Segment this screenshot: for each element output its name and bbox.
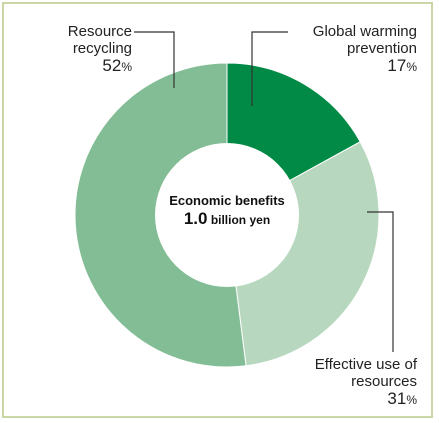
donut-hole [155, 143, 299, 287]
slice-percent: 52% [102, 56, 132, 75]
leader-line-resource-recycling [134, 31, 175, 88]
center-value-line: 1.0 billion yen [148, 209, 306, 230]
slice-label-global-warming: Global warming prevention 17% [291, 23, 417, 76]
slice-label-line1: Global warming [312, 23, 417, 40]
slice-label-line1: Resource [67, 23, 132, 40]
slice-label-effective-use: Effective use of resources 31% [270, 356, 417, 409]
slice-percent: 31% [387, 389, 417, 408]
leader-line-effective-use [367, 211, 394, 352]
slice-label-line1: Effective use of [314, 356, 417, 373]
center-title: Economic benefits [169, 193, 285, 208]
slice-label-line2: resources [351, 373, 417, 390]
slice-label-resource-recycling: Resource recycling 52% [20, 23, 132, 76]
slice-label-line2: prevention [346, 40, 417, 57]
center-unit: billion yen [210, 213, 271, 227]
center-value: 1.0 [183, 209, 208, 228]
slice-percent: 17% [387, 56, 417, 75]
donut-center-label: Economic benefits 1.0 billion yen [148, 193, 306, 230]
leader-line-global-warming [251, 31, 288, 106]
slice-label-line2: recycling [72, 40, 132, 57]
